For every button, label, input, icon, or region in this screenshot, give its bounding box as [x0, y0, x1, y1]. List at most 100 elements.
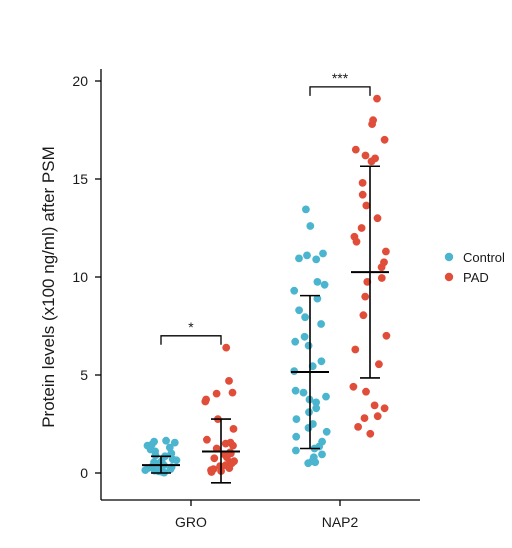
data-point: [382, 247, 390, 256]
data-point: [352, 237, 361, 246]
y-tick-label: 0: [80, 465, 88, 481]
data-point: [151, 451, 160, 460]
significance-bracket: [160, 335, 222, 345]
data-point: [312, 398, 320, 407]
data-point: [362, 387, 370, 396]
error-bars: [142, 165, 389, 484]
data-point: [317, 357, 326, 366]
data-point: [299, 388, 308, 397]
data-point: [370, 401, 379, 410]
data-point: [300, 332, 309, 341]
data-point: [349, 382, 358, 391]
data-point: [361, 292, 370, 301]
data-point: [312, 404, 321, 413]
data-point: [368, 120, 376, 128]
data-point: [313, 294, 322, 303]
data-point: [304, 341, 313, 350]
data-point: [382, 331, 391, 340]
data-point: [167, 449, 176, 458]
data-point: [357, 224, 366, 232]
legend: Control PAD: [444, 250, 505, 285]
data-point: [292, 415, 301, 423]
data-point: [212, 389, 221, 398]
data-point: [165, 443, 174, 452]
data-point: [202, 395, 211, 404]
data-point: [373, 214, 382, 223]
data-point: [229, 441, 237, 450]
legend-swatch: [444, 252, 454, 262]
data-point: [380, 404, 389, 413]
data-point: [380, 135, 389, 144]
data-point: [303, 251, 311, 260]
data-point: [313, 278, 322, 286]
data-point: [203, 435, 211, 444]
data-point: [207, 468, 216, 476]
data-point: [228, 388, 237, 397]
data-point: [359, 311, 368, 320]
data-point: [172, 456, 181, 465]
significance-label: ***: [332, 70, 349, 86]
data-point: [305, 408, 313, 417]
y-tick-label: 15: [72, 171, 88, 187]
x-tick-label: GRO: [175, 514, 207, 530]
data-point: [317, 320, 325, 328]
data-point: [377, 263, 386, 272]
data-point: [373, 94, 381, 103]
data-point: [358, 179, 367, 187]
data-point: [361, 151, 370, 160]
data-point: [290, 286, 299, 295]
data-point: [366, 429, 375, 438]
data-point: [292, 432, 301, 441]
significance-markers: ****: [160, 70, 371, 345]
data-point: [291, 337, 300, 346]
y-axis-title: Protein levels (x100 ng/ml) after PSM: [39, 146, 58, 428]
data-point: [170, 438, 179, 447]
data-point: [351, 145, 360, 154]
data-point: [318, 450, 326, 459]
data-point: [377, 274, 386, 282]
data-point: [319, 249, 327, 258]
data-point: [304, 424, 313, 432]
data-point: [292, 446, 300, 455]
data-point: [312, 255, 321, 264]
data-point: [295, 306, 303, 315]
data-point: [301, 313, 309, 322]
x-tick-label: NAP2: [322, 514, 359, 530]
data-point: [354, 423, 362, 431]
data-point: [162, 436, 171, 445]
y-tick-label: 20: [72, 73, 88, 89]
data-point: [225, 464, 234, 472]
data-point: [320, 280, 329, 289]
data-point: [375, 360, 383, 369]
x-ticks: GRO NAP2: [175, 500, 358, 530]
data-point: [229, 425, 238, 433]
data-point: [311, 458, 320, 467]
data-point: [306, 222, 315, 230]
legend-label: PAD: [463, 270, 489, 285]
data-point: [222, 343, 231, 352]
data-points: [141, 94, 391, 477]
data-point: [360, 414, 369, 422]
data-point: [210, 454, 219, 463]
data-point: [291, 386, 300, 395]
y-tick-label: 5: [80, 367, 88, 383]
data-point: [362, 201, 371, 210]
data-point: [373, 412, 382, 421]
significance-label: *: [188, 319, 194, 335]
data-point: [351, 345, 360, 354]
data-point: [304, 459, 313, 468]
legend-label: Control: [463, 250, 505, 265]
data-point: [225, 377, 233, 385]
legend-swatch: [444, 272, 454, 282]
data-point: [322, 427, 331, 436]
significance-bracket: [309, 86, 371, 96]
y-tick-label: 10: [72, 269, 88, 285]
data-point: [221, 439, 230, 448]
data-point: [141, 466, 150, 474]
axes: [100, 69, 420, 501]
data-point: [295, 254, 303, 263]
data-point: [166, 465, 175, 473]
data-point: [302, 205, 310, 214]
data-point: [322, 392, 330, 401]
